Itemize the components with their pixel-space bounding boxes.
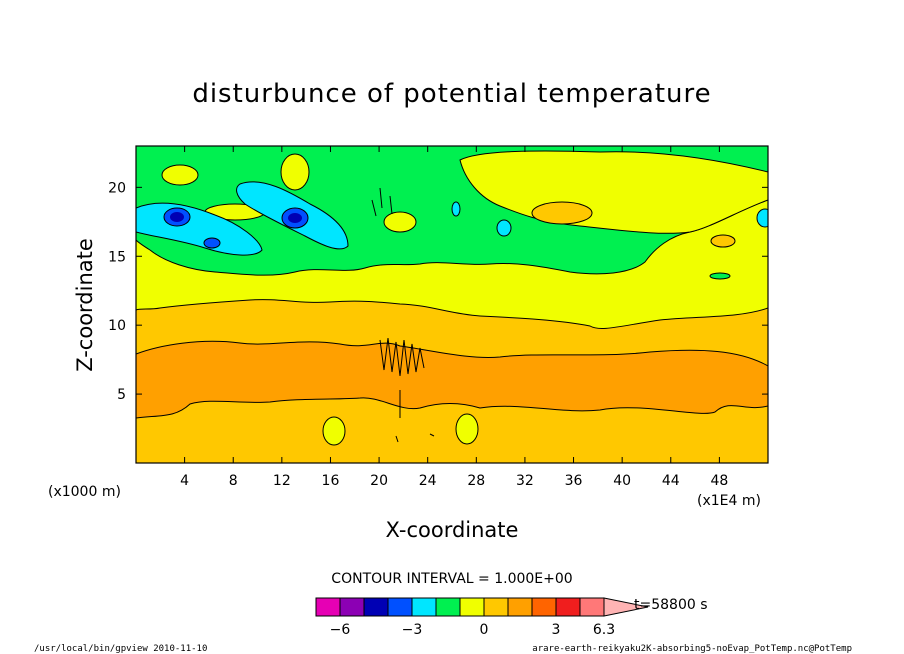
time-label: t=58800 s [634, 597, 708, 613]
footer-right: arare-earth-reikyaku2K-absorbing5-noEvap… [532, 644, 852, 654]
x-tick-label: 20 [370, 473, 388, 489]
colorbar-label: −6 [330, 622, 351, 638]
band-level-0 [756, 208, 768, 228]
y-axis-label: Z-coordinate [73, 238, 97, 372]
colorbar-label: −3 [402, 622, 423, 638]
contour-interval: CONTOUR INTERVAL = 1.000E+00 [331, 571, 572, 587]
x-tick-label: 32 [516, 473, 534, 489]
footer-left: /usr/local/bin/gpview 2010-11-10 [34, 644, 207, 654]
x-unit-right: (x1E4 m) [697, 493, 761, 509]
band-level-2-blob [161, 164, 199, 186]
colorbar-swatch [483, 597, 509, 617]
colorbar-swatch [555, 597, 581, 617]
band-level-3-blob [710, 234, 736, 248]
band-level-minus1 [203, 237, 221, 249]
band-level-minus2 [288, 213, 302, 223]
band-level-minus2 [170, 212, 184, 222]
x-tick-label: 4 [180, 473, 189, 489]
x-tick-label: 36 [565, 473, 583, 489]
colorbar-label: 0 [480, 622, 489, 638]
colorbar-swatch [363, 597, 389, 617]
y-tick-label: 10 [108, 318, 126, 334]
y-axis-ticks: 5 10 15 20 [108, 180, 768, 403]
colorbar-label: 3 [552, 622, 561, 638]
x-tick-label: 48 [710, 473, 728, 489]
x-axis-label: X-coordinate [386, 518, 519, 542]
colorbar-swatch [387, 597, 413, 617]
x-tick-label: 40 [613, 473, 631, 489]
band-level-3-blob [531, 201, 593, 225]
colorbar-arrow [603, 597, 649, 617]
band-level-2-blob [455, 413, 479, 445]
y-tick-label: 20 [108, 180, 126, 196]
colorbar-label: 6.3 [593, 622, 615, 638]
x-unit-left: (x1000 m) [48, 484, 121, 500]
band-level-0 [496, 219, 512, 237]
x-tick-label: 16 [322, 473, 340, 489]
x-tick-label: 12 [273, 473, 291, 489]
colorbar-swatch [339, 597, 365, 617]
colorbar-swatch [459, 597, 485, 617]
colorbar-swatch [579, 597, 605, 617]
turbulence-contours [371, 187, 435, 443]
plot-area [136, 146, 768, 463]
band-level-4 [136, 340, 768, 419]
chart-title: disturbunce of potential temperature [192, 79, 711, 109]
plot-frame [135, 145, 769, 464]
colorbar: −6 −3 0 3 6.3 [315, 597, 649, 638]
colorbar-swatch [411, 597, 437, 617]
x-tick-label: 44 [662, 473, 680, 489]
x-tick-label: 28 [467, 473, 485, 489]
x-tick-label: 24 [419, 473, 437, 489]
band-level-2-blob [280, 153, 310, 191]
band-level-0 [451, 201, 461, 217]
colorbar-swatch [315, 597, 341, 617]
colorbar-swatch [435, 597, 461, 617]
x-tick-label: 8 [229, 473, 238, 489]
y-tick-label: 5 [117, 387, 126, 403]
band-level-2-blob [322, 416, 346, 446]
colorbar-swatch [531, 597, 557, 617]
band-level-1-blob [709, 272, 731, 280]
band-level-2-blob [383, 211, 417, 233]
x-axis-ticks: 4 8 12 16 20 24 28 32 36 40 44 48 [180, 146, 728, 489]
colorbar-swatch [507, 597, 533, 617]
y-tick-label: 15 [108, 249, 126, 265]
